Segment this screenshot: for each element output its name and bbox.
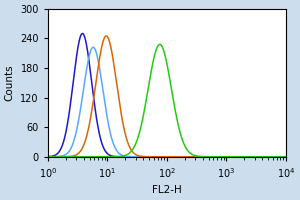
X-axis label: FL2-H: FL2-H bbox=[152, 185, 182, 195]
Y-axis label: Counts: Counts bbox=[5, 64, 15, 101]
